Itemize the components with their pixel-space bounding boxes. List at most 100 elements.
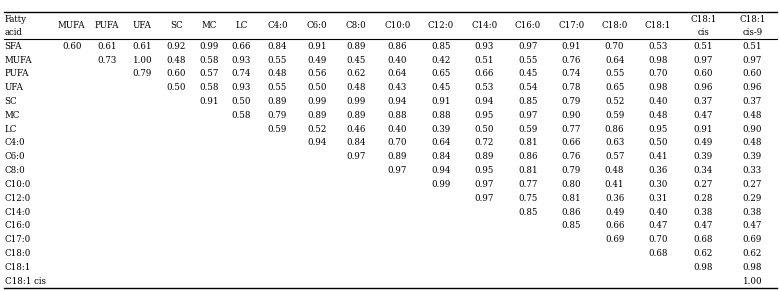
- Text: 0.48: 0.48: [347, 83, 366, 92]
- Text: SC: SC: [5, 97, 17, 106]
- Text: SFA: SFA: [5, 42, 22, 51]
- Text: MUFA: MUFA: [5, 56, 32, 65]
- Text: acid: acid: [5, 28, 23, 37]
- Text: UFA: UFA: [5, 83, 23, 92]
- Text: 0.63: 0.63: [605, 139, 624, 148]
- Text: 0.41: 0.41: [648, 152, 668, 161]
- Text: 0.41: 0.41: [605, 180, 624, 189]
- Text: 0.38: 0.38: [742, 207, 762, 217]
- Text: 0.58: 0.58: [199, 56, 219, 65]
- Text: 0.64: 0.64: [388, 69, 407, 78]
- Text: 0.79: 0.79: [562, 97, 581, 106]
- Text: C10:0: C10:0: [5, 180, 31, 189]
- Text: 0.51: 0.51: [694, 42, 714, 51]
- Text: Fatty: Fatty: [5, 15, 26, 24]
- Text: 0.49: 0.49: [605, 207, 624, 217]
- Text: 0.89: 0.89: [474, 152, 494, 161]
- Text: 0.97: 0.97: [474, 180, 494, 189]
- Text: 0.47: 0.47: [648, 221, 668, 230]
- Text: 0.28: 0.28: [694, 194, 714, 203]
- Text: 0.98: 0.98: [648, 83, 668, 92]
- Text: 0.36: 0.36: [648, 166, 668, 175]
- Text: 0.74: 0.74: [562, 69, 581, 78]
- Text: 0.60: 0.60: [694, 69, 714, 78]
- Text: 0.47: 0.47: [742, 221, 762, 230]
- Text: C8:0: C8:0: [5, 166, 26, 175]
- Text: 0.50: 0.50: [474, 125, 494, 134]
- Text: 0.85: 0.85: [518, 97, 538, 106]
- Text: 0.45: 0.45: [347, 56, 366, 65]
- Text: 0.37: 0.37: [694, 97, 713, 106]
- Text: 0.91: 0.91: [431, 97, 450, 106]
- Text: 0.75: 0.75: [518, 194, 538, 203]
- Text: 0.97: 0.97: [742, 56, 762, 65]
- Text: 0.88: 0.88: [431, 111, 451, 120]
- Text: 0.39: 0.39: [432, 125, 450, 134]
- Text: 0.48: 0.48: [742, 111, 762, 120]
- Text: C18:1 cis: C18:1 cis: [5, 277, 46, 286]
- Text: 0.57: 0.57: [605, 152, 624, 161]
- Text: C10:0: C10:0: [384, 21, 411, 30]
- Text: 0.89: 0.89: [347, 42, 366, 51]
- Text: 0.31: 0.31: [648, 194, 668, 203]
- Text: 0.60: 0.60: [742, 69, 762, 78]
- Text: 0.94: 0.94: [307, 139, 326, 148]
- Text: 0.51: 0.51: [742, 42, 762, 51]
- Text: 0.55: 0.55: [268, 83, 287, 92]
- Text: 0.65: 0.65: [605, 83, 624, 92]
- Text: 0.94: 0.94: [432, 166, 450, 175]
- Text: 0.78: 0.78: [562, 83, 581, 92]
- Text: 0.55: 0.55: [518, 56, 538, 65]
- Text: PUFA: PUFA: [95, 21, 119, 30]
- Text: 0.45: 0.45: [432, 83, 450, 92]
- Text: C16:0: C16:0: [5, 221, 31, 230]
- Text: 0.57: 0.57: [199, 69, 218, 78]
- Text: MC: MC: [201, 21, 217, 30]
- Text: 0.86: 0.86: [518, 152, 538, 161]
- Text: 1.00: 1.00: [742, 277, 762, 286]
- Text: 0.48: 0.48: [167, 56, 186, 65]
- Text: 0.74: 0.74: [231, 69, 251, 78]
- Text: 0.40: 0.40: [648, 207, 668, 217]
- Text: 0.66: 0.66: [605, 221, 624, 230]
- Text: 0.70: 0.70: [648, 69, 668, 78]
- Text: C18:0: C18:0: [601, 21, 628, 30]
- Text: 0.66: 0.66: [474, 69, 494, 78]
- Text: 0.50: 0.50: [648, 139, 668, 148]
- Text: 0.29: 0.29: [742, 194, 762, 203]
- Text: 0.80: 0.80: [562, 180, 581, 189]
- Text: 0.47: 0.47: [694, 111, 713, 120]
- Text: 0.98: 0.98: [648, 56, 668, 65]
- Text: 0.76: 0.76: [562, 56, 581, 65]
- Text: cis-9: cis-9: [742, 28, 763, 37]
- Text: 0.59: 0.59: [518, 125, 538, 134]
- Text: 0.36: 0.36: [605, 194, 624, 203]
- Text: C14:0: C14:0: [5, 207, 31, 217]
- Text: C8:0: C8:0: [346, 21, 366, 30]
- Text: 0.70: 0.70: [605, 42, 624, 51]
- Text: 0.65: 0.65: [432, 69, 450, 78]
- Text: 0.93: 0.93: [232, 83, 251, 92]
- Text: 0.89: 0.89: [388, 152, 407, 161]
- Text: 0.95: 0.95: [474, 166, 494, 175]
- Text: 0.64: 0.64: [432, 139, 450, 148]
- Text: 0.95: 0.95: [474, 111, 494, 120]
- Text: 0.81: 0.81: [562, 194, 581, 203]
- Text: C6:0: C6:0: [5, 152, 25, 161]
- Text: C12:0: C12:0: [428, 21, 454, 30]
- Text: LC: LC: [5, 125, 17, 134]
- Text: 0.85: 0.85: [431, 42, 450, 51]
- Text: 0.56: 0.56: [307, 69, 326, 78]
- Text: 0.77: 0.77: [562, 125, 581, 134]
- Text: 0.89: 0.89: [347, 111, 366, 120]
- Text: 0.88: 0.88: [388, 111, 407, 120]
- Text: 0.49: 0.49: [307, 56, 326, 65]
- Text: 0.96: 0.96: [694, 83, 713, 92]
- Text: MUFA: MUFA: [58, 21, 86, 30]
- Text: 0.62: 0.62: [742, 249, 762, 258]
- Text: 0.53: 0.53: [648, 42, 668, 51]
- Text: 0.99: 0.99: [432, 180, 450, 189]
- Text: 0.62: 0.62: [694, 249, 713, 258]
- Text: 0.39: 0.39: [742, 152, 762, 161]
- Text: 1.00: 1.00: [132, 56, 152, 65]
